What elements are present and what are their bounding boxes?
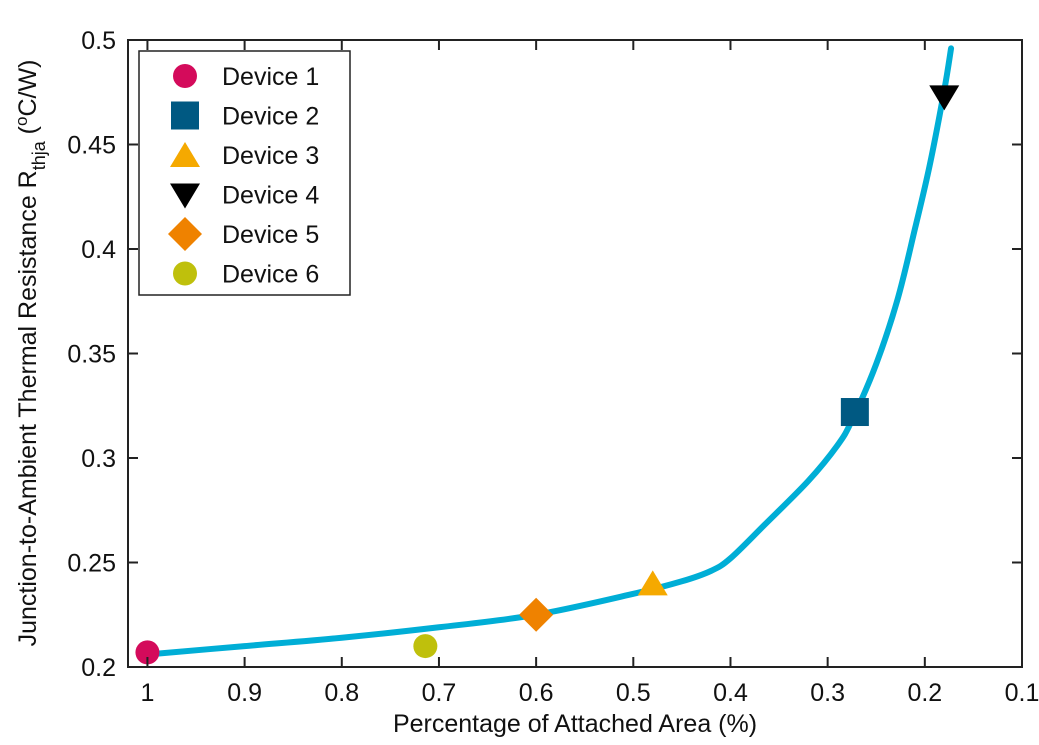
legend-label: Device 3 [222,142,319,170]
x-axis-label: Percentage of Attached Area (%) [393,710,757,738]
x-tick-label: 0.7 [422,679,457,707]
y-tick-label: 0.35 [67,341,116,369]
legend-marker-device-6 [173,261,197,286]
y-axis-label-main: Junction-to-Ambient Thermal Resistance R [14,170,42,646]
legend-marker-device-3 [170,142,200,167]
legend-label: Device 2 [222,103,319,131]
y-axis-label-unit-open: ( [14,125,42,141]
legend-marker-device-1 [173,64,197,88]
data-point-device-5 [519,597,554,632]
legend-label: Device 5 [222,221,319,249]
x-tick-label: 0.4 [713,679,748,707]
x-tick-label: 0.2 [907,679,942,707]
x-tick-label: 0.1 [1005,679,1039,707]
y-tick-label: 0.25 [67,550,116,578]
y-tick-label: 0.3 [81,445,116,473]
y-tick-label: 0.5 [81,27,116,55]
y-axis-label: Junction-to-Ambient Thermal Resistance R… [12,60,49,647]
y-axis-label-unit-close: C/W) [14,60,42,117]
x-tick-label: 0.3 [810,679,845,707]
data-point-device-4 [929,85,960,111]
legend-box [138,50,351,296]
legend-label: Device 4 [222,182,319,210]
y-tick-label: 0.4 [81,236,116,264]
data-point-device-6 [413,634,438,659]
data-point-device-1 [135,640,160,665]
x-tick-label: 0.5 [616,679,651,707]
data-point-device-3 [637,570,668,596]
legend-label: Device 6 [222,261,319,289]
y-tick-label: 0.2 [81,654,116,682]
legend-marker-device-2 [171,101,199,130]
curve-layer [144,45,955,658]
y-axis-label-subscript: thja [29,140,49,170]
tick-layer: 1 0.9 0.8 0.7 0.6 0.5 0.4 0.3 0.2 0.1 0.2 0.25 0.3 0.… [67,27,1039,707]
x-tick-label: 0.9 [227,679,262,707]
x-tick-label: 0.6 [519,679,554,707]
x-tick-label: 1 [140,679,154,707]
legend-marker-device-4 [170,183,200,209]
legend-label: Device 1 [222,63,319,91]
y-tick-label: 0.45 [67,132,116,160]
x-tick-label: 0.8 [324,679,359,707]
data-point-device-2 [840,398,869,427]
y-axis-label-unit-sup: o [12,117,31,126]
fit-curve-line [144,45,955,658]
marker-layer [135,85,960,665]
legend-marker-device-5 [168,217,202,251]
legend: Device 1 Device 2 Device 3 Device 4 Device 5… [138,50,351,296]
